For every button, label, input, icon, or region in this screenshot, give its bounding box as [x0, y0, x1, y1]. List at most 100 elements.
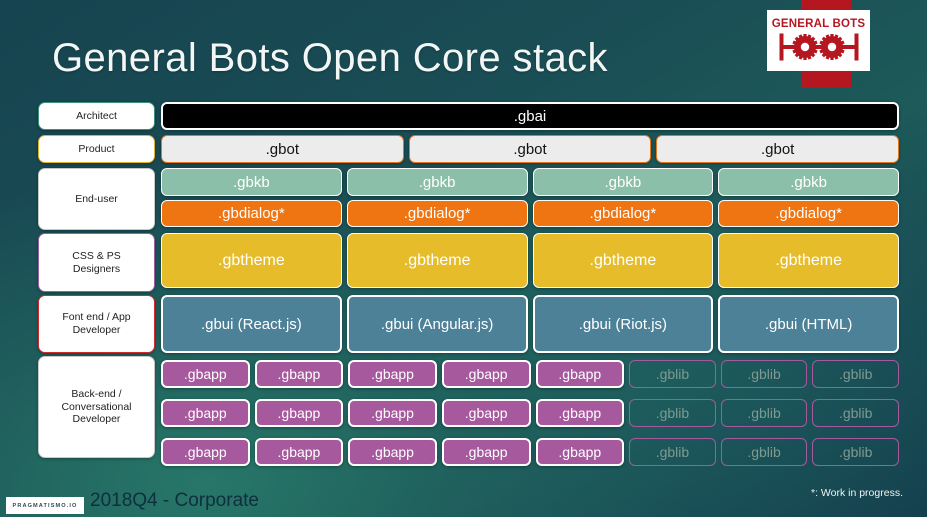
stack-cell-label: .gbkb [790, 173, 827, 191]
stack-cell-gbapp-5[interactable]: .gbapp [535, 399, 625, 427]
stack-cell-gblib-8[interactable]: .gblib [812, 399, 899, 427]
stack-cell-gbuihtml-4[interactable]: .gbui (HTML) [718, 295, 899, 353]
role-label-text: Font end / App Developer [62, 311, 130, 337]
stack-row-gbkb: .gbkb .gbkb .gbkb .gbkb [161, 168, 899, 196]
stack-row-gbtheme: .gbtheme .gbtheme .gbtheme .gbtheme [161, 233, 899, 288]
role-label-text: Architect [76, 110, 117, 123]
stack-cell-label: .gbkb [418, 173, 456, 191]
stack-cell-label: .gbui (HTML) [764, 315, 853, 333]
stack-cell-gblib-7[interactable]: .gblib [720, 360, 808, 388]
stack-cell-gblib-6[interactable]: .gblib [629, 438, 716, 466]
stack-cell-gbapp-3[interactable]: .gbapp [348, 399, 437, 427]
role-label-text: Product [78, 143, 114, 156]
stack-cell-gbot-3[interactable]: .gbot [656, 135, 900, 163]
role-label-1: Architect [38, 102, 155, 130]
stack-cell-gbdialog-3[interactable]: .gbdialog* [532, 200, 714, 227]
role-label-line: Font end / App [62, 311, 131, 324]
stack-cell-gbdialog-4[interactable]: .gbdialog* [718, 200, 899, 227]
stack-cell-label: .gbapp [371, 444, 414, 460]
stack-cell-gblib-7[interactable]: .gblib [720, 399, 808, 427]
stack-cell-label: .gblib [747, 405, 781, 421]
stack-cell-label: .gbapp [183, 444, 227, 460]
stack-cell-gbapp-1[interactable]: .gbapp [161, 360, 250, 388]
stack-cell-label: .gblib [838, 405, 873, 421]
stack-cell-label: .gbai [513, 107, 547, 125]
stack-cell-gblib-6[interactable]: .gblib [629, 360, 716, 388]
stack-cell-gblib-8[interactable]: .gblib [812, 438, 899, 466]
stack-cell-label: .gbapp [558, 366, 602, 382]
stack-cell-label: .gbapp [558, 444, 602, 460]
stack-cell-gbuiangularjs-2[interactable]: .gbui (Angular.js) [346, 295, 528, 353]
stack-cell-gbkb-2[interactable]: .gbkb [346, 168, 528, 196]
stack-cell-label: .gbtheme [775, 251, 842, 269]
stack-cell-label: .gblib [747, 444, 781, 460]
stack-cell-gbapp-3[interactable]: .gbapp [348, 360, 437, 388]
role-label-text: End-user [75, 193, 118, 206]
stack-cell-gbtheme-1[interactable]: .gbtheme [161, 233, 342, 288]
stack-cell-gbuiriotjs-3[interactable]: .gbui (Riot.js) [532, 295, 714, 353]
stack-cell-label: .gbapp [558, 405, 602, 421]
stack-cell-label: .gbdialog* [403, 205, 471, 222]
stack-cell-gbapp-2[interactable]: .gbapp [254, 399, 344, 427]
stack-cell-label: .gblib [747, 366, 781, 382]
logo-white-card: GENERAL BOTS [767, 10, 870, 71]
stack-cell-gblib-8[interactable]: .gblib [812, 360, 899, 388]
stack-cell-gbapp-2[interactable]: .gbapp [254, 360, 344, 388]
stack-cell-label: .gbtheme [218, 251, 285, 269]
stack-cell-label: .gbapp [277, 444, 321, 460]
stack-cell-gbtheme-4[interactable]: .gbtheme [718, 233, 899, 288]
role-label-line: Architect [76, 109, 117, 122]
two-gears-icon [779, 33, 858, 61]
stack-cell-label: .gblib [655, 405, 690, 421]
stack-cell-label: .gbot [513, 140, 547, 158]
stack-cell-gbai-1[interactable]: .gbai [161, 102, 899, 130]
stack-cell-gbdialog-1[interactable]: .gbdialog* [161, 200, 342, 227]
stack-cell-gbdialog-2[interactable]: .gbdialog* [346, 200, 528, 227]
role-label-3: End-user [38, 168, 155, 230]
stack-cell-gbot-1[interactable]: .gbot [161, 135, 404, 163]
stack-cell-gbkb-4[interactable]: .gbkb [718, 168, 899, 196]
stack-cell-label: .gbdialog* [775, 205, 842, 222]
stack-cell-label: .gbdialog* [218, 205, 285, 222]
stack-cell-gbapp-2[interactable]: .gbapp [254, 438, 344, 466]
stack-cell-gblib-7[interactable]: .gblib [720, 438, 808, 466]
stack-cell-label: .gbapp [464, 405, 508, 421]
stack-cell-gbtheme-2[interactable]: .gbtheme [346, 233, 528, 288]
stack-cell-label: .gblib [655, 444, 690, 460]
stack-cell-label: .gbui (Angular.js) [380, 315, 494, 333]
stack-cell-gbapp-4[interactable]: .gbapp [441, 360, 531, 388]
stack-cell-gbapp-4[interactable]: .gbapp [441, 399, 531, 427]
role-label-line: End-user [75, 192, 118, 205]
stack-cell-gbapp-1[interactable]: .gbapp [161, 399, 250, 427]
stack-cell-gbot-2[interactable]: .gbot [408, 135, 652, 163]
stack-row-gbai: .gbai [161, 102, 899, 130]
stack-cell-label: .gbot [265, 140, 300, 158]
logo-wordmark: GENERAL BOTS [771, 18, 866, 31]
stack-cell-label: .gblib [655, 366, 690, 382]
stack-cell-label: .gblib [838, 444, 873, 460]
role-label-2: Product [38, 135, 155, 163]
stack-cell-gbuireactjs-1[interactable]: .gbui (React.js) [161, 295, 342, 353]
stack-cell-label: .gbapp [371, 366, 414, 382]
stack-cell-label: .gbapp [464, 366, 508, 382]
general-bots-logo: GENERAL BOTS [767, 0, 884, 88]
stack-cell-gbkb-3[interactable]: .gbkb [532, 168, 714, 196]
stack-cell-label: .gbtheme [403, 251, 471, 269]
role-label-5: Font end / App Developer [38, 295, 155, 353]
stack-cell-label: .gblib [838, 366, 873, 382]
stack-cell-gbtheme-3[interactable]: .gbtheme [532, 233, 714, 288]
stack-cell-gbapp-5[interactable]: .gbapp [535, 360, 625, 388]
stack-cell-label: .gbapp [183, 405, 227, 421]
stack-cell-gbkb-1[interactable]: .gbkb [161, 168, 342, 196]
stack-row-gbapp-row-1: .gbapp .gbapp .gbapp .gbapp .gbapp .gblib .gbl… [161, 360, 899, 388]
stack-cell-gbapp-1[interactable]: .gbapp [161, 438, 250, 466]
stack-cell-gbapp-4[interactable]: .gbapp [441, 438, 531, 466]
role-label-6: Back-end / Conversational Developer [38, 356, 155, 458]
stack-row-gbot: .gbot .gbot .gbot [161, 135, 900, 163]
stack-cell-gblib-6[interactable]: .gblib [629, 399, 716, 427]
stack-cell-label: .gbapp [464, 444, 508, 460]
stack-cell-gbapp-3[interactable]: .gbapp [348, 438, 437, 466]
role-label-line: CSS & PS [72, 249, 121, 262]
stack-cell-gbapp-5[interactable]: .gbapp [535, 438, 625, 466]
stack-cell-label: .gbdialog* [589, 205, 657, 222]
